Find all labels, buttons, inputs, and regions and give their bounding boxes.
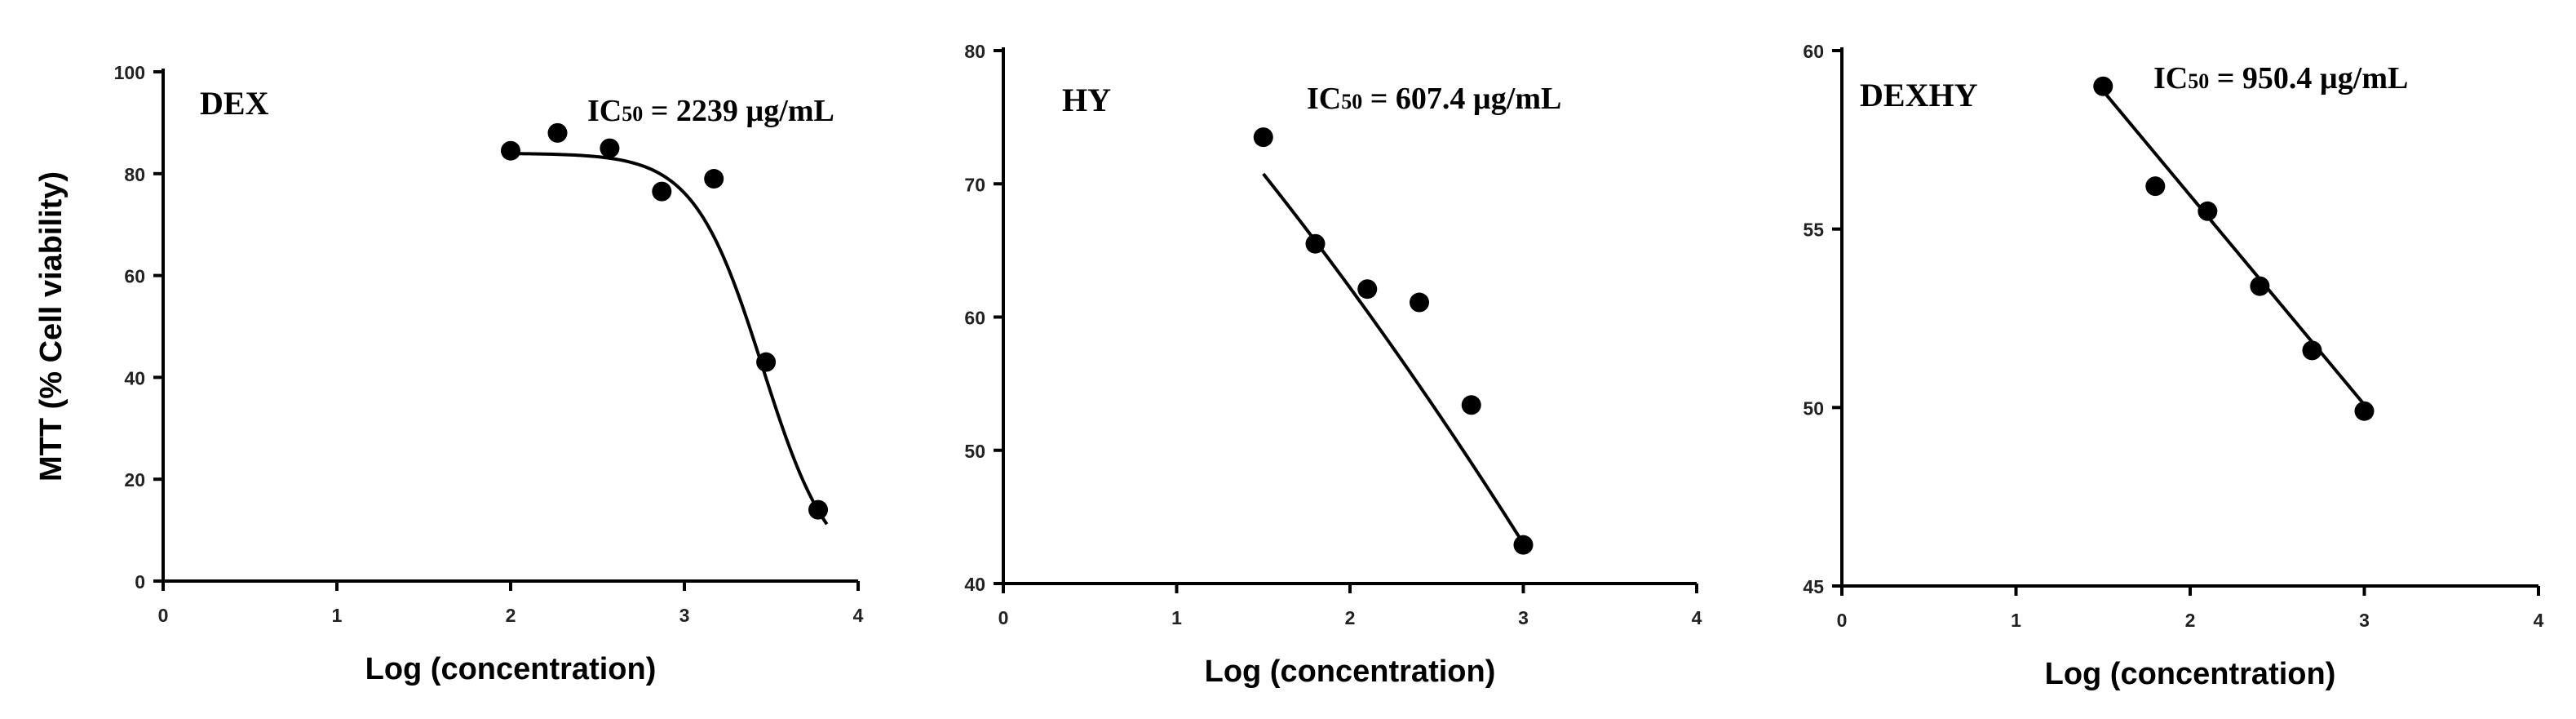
data-point bbox=[501, 140, 520, 161]
data-point bbox=[808, 499, 829, 520]
x-tick-label: 4 bbox=[1692, 607, 1702, 628]
y-tick-label: 80 bbox=[964, 41, 985, 62]
data-point bbox=[2302, 340, 2322, 361]
data-point bbox=[1461, 395, 1481, 415]
ic50-annotation: IC50 = 950.4 µg/mL bbox=[2153, 61, 2408, 95]
y-tick-label: 60 bbox=[1803, 41, 1824, 62]
y-axis-title: MTT (% Cell viability) bbox=[34, 171, 69, 482]
x-axis-title: Log (concentration) bbox=[365, 652, 657, 686]
data-point bbox=[704, 169, 724, 189]
y-tick-label: 70 bbox=[964, 174, 985, 195]
x-tick-label: 2 bbox=[506, 605, 516, 626]
panel-label: DEX bbox=[200, 85, 269, 122]
chart-panel-hy: 0 1 2 3 4 40 50 60 70 80 HY IC50 = 607.4 µg/mL Log (… bbox=[964, 41, 1702, 689]
y-tick-label: 50 bbox=[1803, 397, 1824, 419]
x-tick-label: 3 bbox=[1518, 607, 1529, 628]
panel-label: DEXHY bbox=[1860, 77, 1978, 113]
y-tick-label: 40 bbox=[964, 574, 985, 595]
y-tick-label: 50 bbox=[964, 441, 985, 462]
panel-label: HY bbox=[1062, 82, 1111, 118]
y-tick-label: 80 bbox=[124, 164, 145, 185]
x-axis-title: Log (concentration) bbox=[2045, 657, 2336, 691]
data-point bbox=[1357, 279, 1378, 300]
x-tick-label: 0 bbox=[1837, 610, 1848, 631]
x-tick-label: 0 bbox=[158, 605, 169, 626]
y-tick-label: 20 bbox=[124, 469, 145, 490]
data-point bbox=[756, 352, 777, 372]
x-tick-label: 2 bbox=[2185, 610, 2196, 631]
y-tick-label: 40 bbox=[124, 367, 145, 388]
ic50-annotation: IC50 = 2239 µg/mL bbox=[587, 94, 834, 128]
data-point bbox=[2145, 176, 2166, 197]
y-tick-label: 55 bbox=[1803, 220, 1824, 241]
x-tick-label: 1 bbox=[1171, 607, 1182, 628]
data-point bbox=[652, 181, 672, 202]
y-tick-label: 0 bbox=[135, 571, 145, 593]
x-tick-label: 1 bbox=[332, 605, 343, 626]
x-tick-label: 3 bbox=[679, 605, 690, 626]
x-tick-label: 2 bbox=[1345, 607, 1356, 628]
y-tick-label: 60 bbox=[964, 308, 985, 329]
fit-curve bbox=[1262, 172, 1525, 545]
data-point bbox=[1513, 535, 1534, 555]
x-tick-label: 1 bbox=[2011, 610, 2021, 631]
ic50-annotation: IC50 = 607.4 µg/mL bbox=[1307, 82, 1561, 116]
data-point bbox=[547, 122, 568, 143]
data-point bbox=[1410, 292, 1429, 313]
fit-curve bbox=[2101, 90, 2366, 406]
x-tick-label: 4 bbox=[2534, 610, 2544, 631]
fit-curve bbox=[505, 152, 829, 526]
y-tick-label: 45 bbox=[1803, 576, 1824, 597]
data-point bbox=[2198, 201, 2218, 221]
data-point bbox=[600, 138, 620, 158]
data-point bbox=[2250, 276, 2270, 296]
y-tick-label: 60 bbox=[124, 266, 145, 287]
data-point bbox=[1253, 127, 1273, 148]
x-tick-label: 0 bbox=[998, 607, 1009, 628]
y-tick-label: 100 bbox=[114, 62, 145, 83]
chart-panel-dexhy: 0 1 2 3 4 45 50 55 60 DEXHY IC50 = 950.4 µg/mL Log … bbox=[1803, 41, 2543, 691]
data-point bbox=[2093, 76, 2113, 96]
data-point bbox=[1305, 233, 1326, 254]
data-point bbox=[2354, 401, 2375, 421]
x-tick-label: 4 bbox=[853, 605, 864, 626]
x-tick-label: 3 bbox=[2359, 610, 2370, 631]
x-axis-title: Log (concentration) bbox=[1205, 655, 1496, 689]
